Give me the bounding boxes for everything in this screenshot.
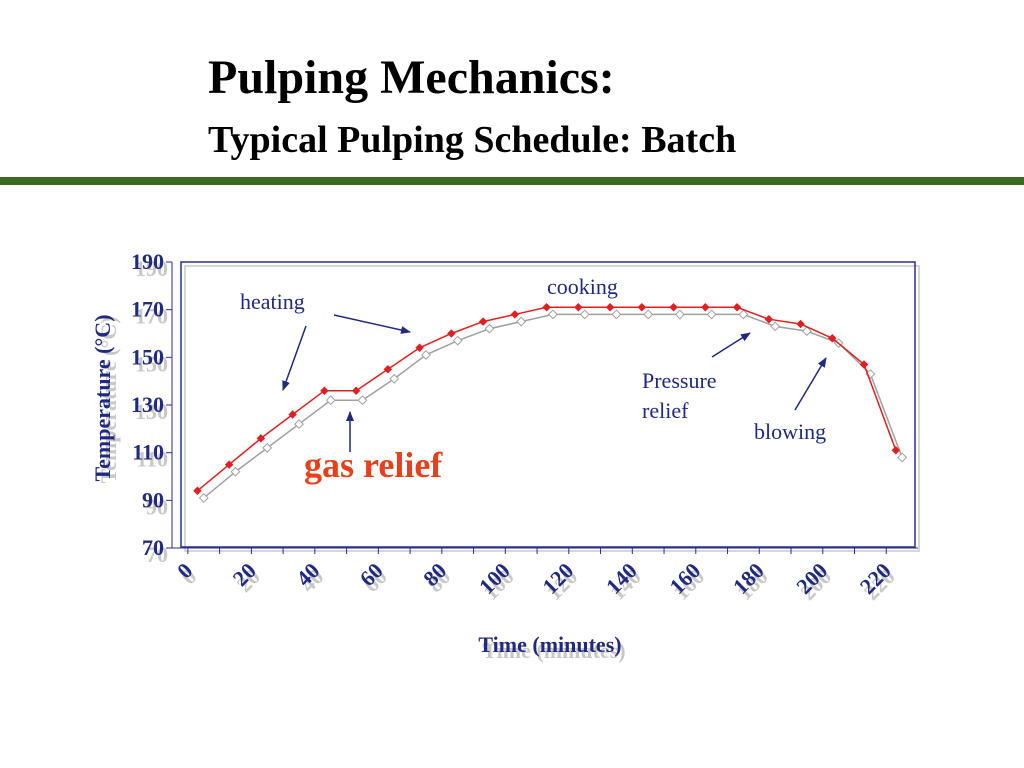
- y-axis-title-shadow: Temperature (°C): [96, 316, 121, 483]
- data-point-red: [605, 303, 615, 312]
- y-tick-label-shadow: 110: [136, 447, 168, 472]
- y-tick-marks: [166, 261, 172, 549]
- data-point-gray: [897, 452, 908, 463]
- pressure-relief-arrow: [711, 332, 751, 358]
- data-point-red: [288, 410, 297, 419]
- x-tick-label: 100: [474, 558, 515, 599]
- data-point-red: [732, 303, 742, 312]
- data-point-gray: [421, 350, 431, 360]
- series-layer: [193, 303, 908, 503]
- y-tick-label-shadow: 70: [146, 542, 168, 567]
- y-tick-label: 110: [132, 440, 164, 465]
- blowing-arrow: [794, 357, 827, 411]
- x-axis-title-shadow: Time (minutes): [482, 638, 625, 663]
- data-point-red: [859, 360, 869, 369]
- data-point-gray: [579, 309, 590, 320]
- data-point-gray: [674, 309, 685, 320]
- annotation-gas-relief: gas relief: [304, 445, 443, 485]
- data-point-gray: [389, 373, 400, 384]
- data-point-red: [320, 386, 329, 395]
- data-point-red: [796, 319, 805, 329]
- title-divider: [0, 177, 1024, 185]
- data-point-gray: [801, 326, 812, 337]
- x-tick-marks: [187, 548, 887, 554]
- x-tick-label: 120: [537, 558, 578, 599]
- data-point-red: [764, 314, 774, 324]
- x-tick-label: 140: [601, 558, 642, 599]
- data-point-gray: [770, 321, 781, 332]
- y-tick-label-shadow: 170: [135, 304, 168, 329]
- x-tick-label: 220: [855, 558, 896, 599]
- data-point-red: [637, 303, 647, 312]
- data-point-gray: [706, 309, 717, 320]
- annotation-blowing: blowing: [754, 419, 826, 444]
- data-point-gray: [198, 493, 209, 503]
- data-point-red: [701, 303, 710, 312]
- data-point-red: [542, 303, 551, 312]
- heating-arrow-right: [333, 314, 411, 334]
- y-tick-label-shadow: 130: [135, 399, 168, 424]
- data-point-gray: [452, 335, 463, 346]
- data-point-gray: [484, 323, 495, 334]
- x-tick-label: 180: [728, 558, 769, 599]
- data-point-gray: [294, 419, 304, 430]
- data-point-red: [478, 317, 488, 326]
- heating-arrow-down: [282, 325, 307, 391]
- data-point-gray: [516, 316, 527, 327]
- data-point-red: [383, 365, 393, 374]
- annotation-pressure-relief-line1: Pressure: [642, 368, 717, 393]
- slide-title: Pulping Mechanics:: [208, 51, 615, 104]
- y-axis-title: Temperature (°C): [90, 314, 115, 481]
- y-tick-label: 70: [142, 535, 164, 560]
- y-tick-label: 90: [142, 487, 164, 512]
- data-point-red: [891, 446, 901, 455]
- data-point-red: [828, 334, 837, 343]
- annotation-heating: heating: [240, 289, 305, 314]
- data-point-red: [669, 303, 678, 312]
- x-tick-label: 160: [664, 558, 705, 599]
- x-tick-label: 200: [791, 558, 832, 599]
- y-tick-label: 190: [131, 249, 164, 274]
- annotation-cooking: cooking: [547, 274, 618, 299]
- annotation-pressure-relief-line2: relief: [642, 398, 689, 423]
- y-tick-label-shadow: 90: [146, 494, 168, 519]
- data-point-gray: [547, 309, 558, 320]
- x-axis-title: Time (minutes): [478, 632, 621, 657]
- y-tick-label-shadow: 150: [135, 351, 168, 376]
- data-point-gray: [738, 309, 749, 320]
- y-tick-label: 130: [131, 392, 164, 417]
- data-point-red: [256, 434, 266, 443]
- data-point-gray: [262, 442, 273, 453]
- y-tick-label: 170: [131, 297, 164, 322]
- data-point-red: [415, 343, 424, 353]
- data-point-gray: [643, 309, 654, 320]
- data-point-gray: [230, 466, 241, 477]
- data-point-red: [351, 386, 361, 395]
- data-point-red: [447, 329, 456, 338]
- data-point-red: [510, 310, 520, 319]
- slide-subtitle: Typical Pulping Schedule: Batch: [208, 119, 737, 161]
- y-tick-label-shadow: 190: [135, 256, 168, 281]
- data-point-gray: [325, 395, 336, 406]
- data-point-red: [224, 460, 234, 469]
- plot-frame-shadow: [184, 265, 920, 552]
- plot-frame: [180, 261, 916, 548]
- y-tick-label: 150: [131, 344, 164, 369]
- data-point-red: [193, 486, 202, 496]
- data-point-gray: [611, 309, 622, 320]
- data-point-red: [574, 303, 583, 312]
- data-point-gray: [357, 395, 368, 406]
